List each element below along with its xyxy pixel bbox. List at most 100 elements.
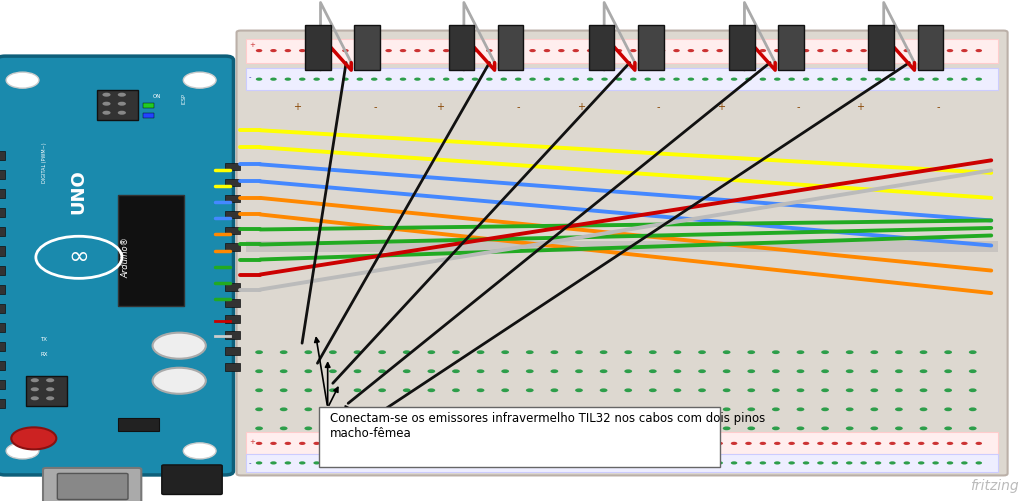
Circle shape xyxy=(673,442,680,445)
Circle shape xyxy=(544,78,550,81)
Circle shape xyxy=(486,442,493,445)
Circle shape xyxy=(895,407,903,411)
Circle shape xyxy=(772,426,779,430)
Circle shape xyxy=(821,407,829,411)
Circle shape xyxy=(673,78,680,81)
Bar xyxy=(118,195,184,306)
Circle shape xyxy=(903,49,910,52)
Circle shape xyxy=(353,426,361,430)
Circle shape xyxy=(944,388,952,392)
Circle shape xyxy=(918,78,925,81)
Bar xyxy=(246,68,998,90)
Circle shape xyxy=(760,461,766,464)
Circle shape xyxy=(658,461,666,464)
Circle shape xyxy=(976,49,982,52)
Circle shape xyxy=(476,426,484,430)
Circle shape xyxy=(788,49,795,52)
Circle shape xyxy=(476,350,484,354)
Circle shape xyxy=(600,426,607,430)
Text: +: + xyxy=(577,102,585,112)
Circle shape xyxy=(371,461,378,464)
Circle shape xyxy=(443,461,450,464)
Circle shape xyxy=(698,350,706,354)
Circle shape xyxy=(551,388,558,392)
Circle shape xyxy=(299,442,305,445)
Bar xyxy=(225,283,240,291)
Circle shape xyxy=(601,442,608,445)
Circle shape xyxy=(673,461,680,464)
Bar xyxy=(729,25,755,70)
Circle shape xyxy=(846,350,854,354)
Circle shape xyxy=(962,461,968,464)
Circle shape xyxy=(526,426,534,430)
Text: +: + xyxy=(436,102,444,112)
Circle shape xyxy=(723,407,730,411)
Text: -: - xyxy=(249,75,251,81)
Circle shape xyxy=(551,426,558,430)
Circle shape xyxy=(458,78,464,81)
Circle shape xyxy=(255,350,263,354)
Circle shape xyxy=(515,442,521,445)
Circle shape xyxy=(748,388,755,392)
Circle shape xyxy=(600,369,607,373)
Circle shape xyxy=(304,388,312,392)
Circle shape xyxy=(280,426,288,430)
Circle shape xyxy=(414,78,421,81)
Circle shape xyxy=(378,388,386,392)
Circle shape xyxy=(452,426,460,430)
Circle shape xyxy=(821,388,829,392)
Circle shape xyxy=(774,49,780,52)
Circle shape xyxy=(615,78,623,81)
Circle shape xyxy=(745,78,752,81)
Circle shape xyxy=(378,350,386,354)
Circle shape xyxy=(385,49,392,52)
Circle shape xyxy=(46,378,54,382)
Circle shape xyxy=(313,78,319,81)
Circle shape xyxy=(385,442,392,445)
Circle shape xyxy=(452,369,460,373)
FancyBboxPatch shape xyxy=(0,56,233,475)
Circle shape xyxy=(625,407,632,411)
Circle shape xyxy=(889,442,896,445)
Circle shape xyxy=(270,78,276,81)
Bar xyxy=(0,323,5,332)
Circle shape xyxy=(889,78,896,81)
Circle shape xyxy=(803,78,809,81)
Circle shape xyxy=(687,78,694,81)
Circle shape xyxy=(529,78,536,81)
Circle shape xyxy=(932,49,939,52)
Circle shape xyxy=(903,442,910,445)
Circle shape xyxy=(329,388,337,392)
Circle shape xyxy=(476,369,484,373)
Text: -: - xyxy=(936,102,940,112)
Circle shape xyxy=(920,426,928,430)
Bar xyxy=(449,25,474,70)
Circle shape xyxy=(687,442,694,445)
Circle shape xyxy=(874,78,882,81)
Bar xyxy=(918,25,943,70)
Circle shape xyxy=(788,78,795,81)
Circle shape xyxy=(831,78,838,81)
Circle shape xyxy=(285,78,291,81)
Circle shape xyxy=(944,369,952,373)
Circle shape xyxy=(874,442,882,445)
Circle shape xyxy=(356,49,364,52)
Circle shape xyxy=(644,442,651,445)
Circle shape xyxy=(821,369,829,373)
Circle shape xyxy=(572,442,579,445)
Circle shape xyxy=(452,388,460,392)
Bar xyxy=(638,25,664,70)
Circle shape xyxy=(452,350,460,354)
Circle shape xyxy=(625,350,632,354)
Circle shape xyxy=(356,461,364,464)
Circle shape xyxy=(788,442,795,445)
Circle shape xyxy=(817,461,823,464)
Bar xyxy=(0,304,5,313)
Circle shape xyxy=(452,407,460,411)
Circle shape xyxy=(529,442,536,445)
Text: +: + xyxy=(293,102,301,112)
Circle shape xyxy=(458,49,464,52)
Circle shape xyxy=(874,49,882,52)
Bar xyxy=(0,208,5,217)
Circle shape xyxy=(723,388,730,392)
